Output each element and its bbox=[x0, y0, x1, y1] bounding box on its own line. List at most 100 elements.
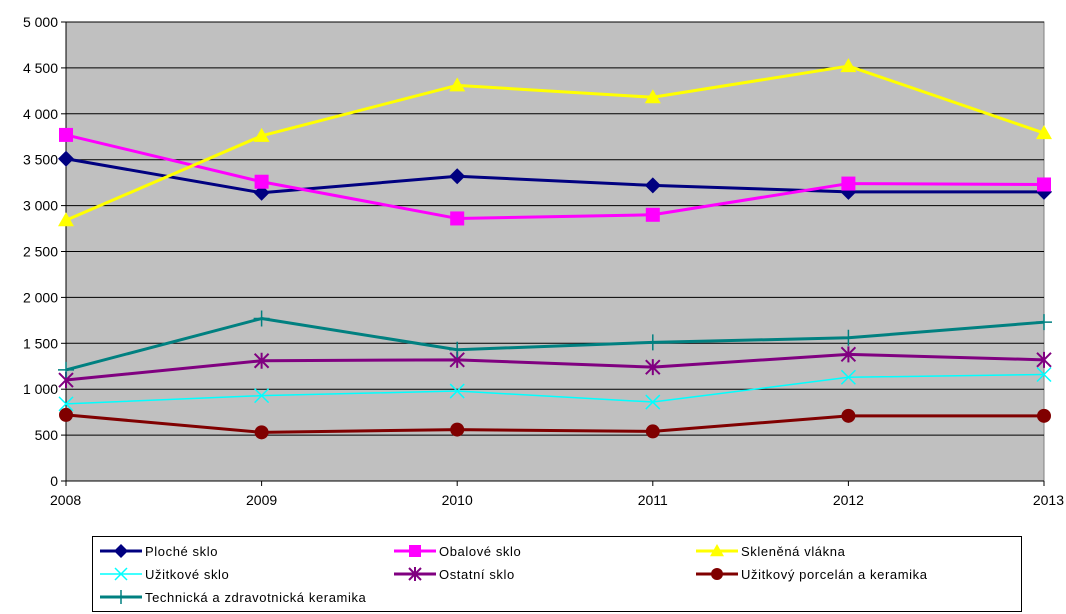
legend-swatch bbox=[696, 568, 738, 580]
data-point bbox=[840, 329, 857, 346]
x-tick-label: 2011 bbox=[638, 492, 668, 508]
legend-label: Ostatní sklo bbox=[439, 566, 515, 582]
legend-swatch bbox=[100, 590, 142, 604]
x-tick-label: 2008 bbox=[50, 492, 81, 508]
data-point bbox=[253, 310, 270, 327]
legend-item: Užitkové sklo bbox=[99, 563, 229, 585]
data-point bbox=[645, 207, 660, 222]
series-1 bbox=[59, 127, 1051, 226]
data-point bbox=[1037, 408, 1051, 423]
y-axis-tick-labels: 0 500 1 000 1 500 2 000 2 500 3 000 3 500 4 000 4… bbox=[23, 14, 58, 489]
legend-label: Obalové sklo bbox=[439, 543, 522, 559]
y-tick-label: 4 500 bbox=[23, 60, 58, 76]
y-tick-label: 4 000 bbox=[23, 106, 58, 122]
data-point bbox=[840, 346, 857, 363]
data-point bbox=[449, 168, 466, 185]
data-point bbox=[253, 352, 270, 369]
x-tick-label: 2012 bbox=[833, 492, 864, 508]
legend-marker bbox=[114, 567, 128, 581]
data-point bbox=[254, 174, 269, 189]
legend-marker bbox=[114, 590, 128, 604]
data-point bbox=[59, 407, 73, 422]
series-line bbox=[65, 352, 1045, 382]
y-tick-label: 1 000 bbox=[23, 381, 58, 397]
data-point bbox=[254, 388, 270, 404]
legend-item: Obalové sklo bbox=[393, 540, 521, 562]
data-point bbox=[58, 361, 74, 378]
legend-marker bbox=[114, 544, 128, 558]
y-tick-label: 3 000 bbox=[23, 198, 58, 214]
data-point bbox=[254, 425, 269, 440]
series-line bbox=[65, 373, 1045, 405]
data-point bbox=[449, 341, 466, 358]
data-point bbox=[1036, 366, 1052, 383]
legend-label: Technická a zdravotnická keramika bbox=[145, 589, 367, 605]
legend-label: Užitkový porcelán a keramika bbox=[741, 566, 928, 582]
legend-label: Užitkové sklo bbox=[145, 566, 230, 582]
legend-marker bbox=[409, 545, 421, 557]
series-2 bbox=[58, 58, 1052, 227]
legend-item: Ploché sklo bbox=[99, 540, 218, 562]
gridlines bbox=[61, 21, 1044, 482]
legend-item: Skleněná vlákna bbox=[695, 540, 845, 562]
data-point bbox=[59, 127, 73, 142]
legend-marker bbox=[408, 567, 422, 581]
legend-item: Technická a zdravotnická keramika bbox=[99, 586, 366, 608]
x-tick-label: 2010 bbox=[442, 492, 473, 508]
data-point bbox=[645, 394, 661, 410]
legend-swatch bbox=[100, 544, 142, 558]
data-point bbox=[840, 58, 857, 73]
legend-swatch bbox=[696, 544, 738, 557]
data-point bbox=[449, 383, 465, 399]
data-point bbox=[644, 89, 661, 104]
legend-label: Ploché sklo bbox=[145, 543, 219, 559]
series-line bbox=[65, 413, 1044, 434]
series-line bbox=[65, 157, 1044, 195]
legend-label: Skleněná vlákna bbox=[741, 543, 846, 559]
legend-item: Ostatní sklo bbox=[393, 563, 515, 585]
legend-swatch bbox=[394, 545, 436, 557]
legend-marker bbox=[710, 544, 724, 557]
data-point bbox=[841, 408, 856, 423]
x-axis-tick-labels: 2008 2009 2010 2011 2012 2013 bbox=[50, 481, 1064, 508]
legend-swatch bbox=[394, 567, 436, 581]
legend: Ploché sklo Obalové sklo Skleněná vlákna Už… bbox=[92, 536, 1022, 612]
x-tick-label: 2009 bbox=[246, 492, 277, 508]
y-tick-label: 2 500 bbox=[23, 244, 58, 260]
data-point bbox=[841, 176, 856, 191]
data-point bbox=[1037, 177, 1051, 192]
legend-marker bbox=[711, 568, 723, 580]
data-point bbox=[644, 334, 661, 351]
data-point bbox=[450, 422, 465, 437]
data-point bbox=[645, 359, 661, 376]
y-tick-label: 1 500 bbox=[23, 335, 58, 351]
y-tick-label: 0 bbox=[50, 473, 58, 489]
data-point bbox=[1036, 314, 1052, 331]
data-point bbox=[58, 150, 74, 167]
series-3 bbox=[58, 366, 1052, 412]
series-4 bbox=[58, 346, 1052, 389]
series-0 bbox=[58, 150, 1052, 201]
data-point bbox=[58, 396, 74, 412]
data-point bbox=[644, 177, 661, 194]
data-point bbox=[450, 211, 465, 226]
data-point bbox=[253, 127, 270, 142]
data-point bbox=[1036, 125, 1052, 140]
data-point bbox=[449, 77, 466, 92]
data-point bbox=[58, 212, 74, 227]
series-lines bbox=[58, 58, 1052, 440]
legend-swatch bbox=[100, 567, 142, 581]
y-tick-label: 500 bbox=[35, 427, 59, 443]
data-point bbox=[645, 424, 660, 439]
data-point bbox=[253, 184, 270, 201]
x-tick-label: 2013 bbox=[1033, 492, 1064, 508]
data-point bbox=[840, 369, 856, 385]
series-line bbox=[65, 317, 1045, 372]
series-6 bbox=[58, 310, 1052, 378]
data-point bbox=[1036, 351, 1052, 368]
series-5 bbox=[59, 407, 1051, 440]
legend-item: Užitkový porcelán a keramika bbox=[695, 563, 928, 585]
y-tick-label: 2 000 bbox=[23, 289, 58, 305]
series-line bbox=[65, 64, 1045, 222]
